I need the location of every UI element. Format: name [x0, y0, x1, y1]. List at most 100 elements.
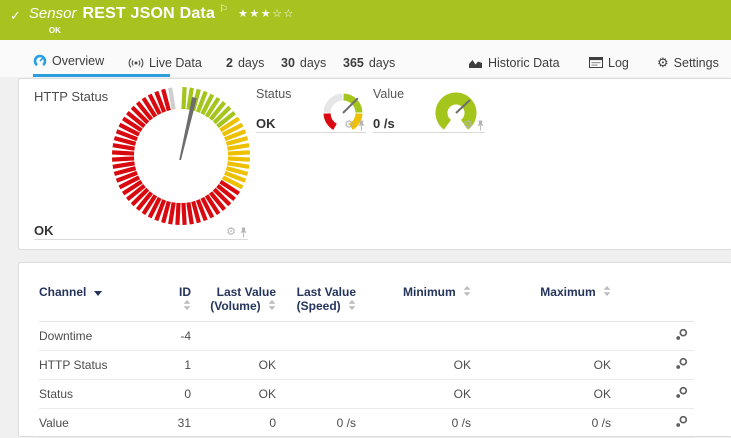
gear-icon[interactable]: ⚙ [463, 119, 473, 131]
column-label: Channel [39, 285, 87, 299]
channel-last-value-volume: OK [204, 379, 289, 409]
channel-name: Downtime [39, 321, 164, 351]
flag-icon[interactable]: ⚐ [219, 4, 229, 15]
table-row: Downtime -4 [39, 321, 694, 351]
tab-log[interactable]: Log [589, 48, 629, 77]
column-label: ID [179, 285, 191, 299]
column-header-actions [624, 279, 694, 322]
table-row: HTTP Status 1 OK OK OK [39, 350, 694, 380]
tab-label: Overview [52, 54, 105, 68]
pin-icon[interactable] [476, 120, 485, 131]
channel-id: 31 [164, 408, 204, 438]
tab-2-days[interactable]: 2 days [226, 48, 264, 77]
column-label: Minimum [402, 285, 456, 299]
gauge-tile-value[interactable]: Value 0 /s ⚙ [373, 87, 485, 145]
channels-panel: Channel ID Last Value (Volume) [18, 262, 731, 438]
tab-label-number: 30 [281, 55, 295, 70]
column-header-last-value-speed[interactable]: Last Value (Speed) [289, 279, 369, 322]
column-label: Last Value (Volume) [210, 285, 276, 313]
column-header-maximum[interactable]: Maximum [484, 279, 624, 322]
http-status-gauge [111, 86, 251, 226]
gear-icon[interactable]: ⚙ [344, 119, 354, 131]
sort-desc-icon [93, 291, 102, 296]
channel-last-value-volume: 0 [204, 408, 289, 438]
priority-stars[interactable]: ★★★☆☆ [238, 8, 295, 20]
channel-minimum: OK [369, 350, 484, 380]
sort-icon [268, 300, 276, 310]
channel-maximum: 0 /s [484, 408, 624, 438]
status-check-icon: ✓ [10, 8, 21, 23]
channel-settings-icon[interactable] [675, 415, 688, 428]
pin-icon[interactable] [239, 227, 248, 238]
channel-last-value-speed: 0 /s [289, 408, 369, 438]
sensor-title: REST JSON Data [82, 5, 216, 22]
tab-label: Settings [673, 55, 719, 70]
tab-30-days[interactable]: 30 days [281, 48, 326, 77]
channel-settings-icon[interactable] [675, 357, 688, 370]
channel-id: -4 [164, 321, 204, 351]
tab-live-data[interactable]: Live Data [128, 48, 202, 77]
tab-label: days [368, 55, 396, 70]
column-header-minimum[interactable]: Minimum [369, 279, 484, 322]
value-gauge [435, 92, 477, 130]
sensor-title-block: Sensor REST JSON Data ⚐ ★★★☆☆ OK [28, 4, 295, 35]
sort-icon [463, 286, 471, 296]
tab-label: Historic Data [488, 55, 560, 70]
channel-maximum: OK [484, 350, 624, 380]
channel-minimum [369, 321, 484, 351]
channel-minimum: 0 /s [369, 408, 484, 438]
table-row: Value 31 0 0 /s 0 /s 0 /s [39, 408, 694, 438]
channel-settings-icon[interactable] [675, 386, 688, 399]
gauge-value: OK [256, 116, 276, 131]
tab-overview[interactable]: Overview [33, 48, 170, 77]
sort-icon [348, 300, 356, 310]
column-label: Last Value (Speed) [296, 285, 356, 313]
channel-name: HTTP Status [39, 350, 164, 380]
tab-label: days [299, 55, 327, 70]
tab-historic-data[interactable]: Historic Data [468, 48, 560, 77]
gauge-label: Value [373, 87, 405, 101]
status-gauge [323, 93, 363, 130]
column-header-last-value-volume[interactable]: Last Value (Volume) [204, 279, 289, 322]
tab-label: Live Data [149, 55, 202, 70]
channel-last-value-speed [289, 350, 369, 380]
sensor-kind-label: Sensor [28, 5, 77, 22]
channel-last-value-speed [289, 379, 369, 409]
channel-name: Status [39, 379, 164, 409]
tab-bar: Overview Live Data 2 days 30 days 365 da… [0, 40, 731, 77]
gear-icon: ⚙ [657, 55, 669, 70]
pin-icon[interactable] [357, 120, 366, 131]
column-header-channel[interactable]: Channel [39, 279, 164, 322]
column-label: Maximum [540, 285, 596, 299]
sort-icon [183, 300, 191, 310]
channel-settings-icon[interactable] [675, 328, 688, 341]
sensor-header: ✓ Sensor REST JSON Data ⚐ ★★★☆☆ OK [0, 0, 731, 40]
column-header-id[interactable]: ID [164, 279, 204, 322]
tab-label-number: 365 [343, 55, 364, 70]
channel-maximum [484, 321, 624, 351]
channel-last-value-speed [289, 321, 369, 351]
tab-settings[interactable]: ⚙ Settings [657, 48, 719, 77]
channel-last-value-volume: OK [204, 350, 289, 380]
channel-last-value-volume [204, 321, 289, 351]
tab-label: Log [608, 55, 629, 70]
channel-id: 1 [164, 350, 204, 380]
broadcast-icon [128, 57, 144, 68]
tab-label-number: 2 [226, 55, 233, 70]
area-chart-icon [469, 59, 482, 68]
gauge-label: Status [256, 87, 292, 101]
sensor-status-badge: OK [48, 26, 61, 35]
sort-icon [603, 286, 611, 296]
tab-label: days [237, 55, 265, 70]
gauge-value: 0 /s [373, 116, 395, 131]
gear-icon[interactable]: ⚙ [226, 226, 236, 238]
channel-minimum: OK [369, 379, 484, 409]
gauge-tile-status[interactable]: Status OK ⚙ [256, 87, 366, 145]
channel-name: Value [39, 408, 164, 438]
gauge-label: HTTP Status [34, 89, 109, 104]
channel-table: Channel ID Last Value (Volume) [39, 279, 694, 438]
channel-id: 0 [164, 379, 204, 409]
gauge-icon [33, 54, 47, 68]
tab-365-days[interactable]: 365 days [343, 48, 395, 77]
overview-gauges-panel: HTTP Status OK ⚙ Status OK ⚙ [18, 78, 731, 250]
